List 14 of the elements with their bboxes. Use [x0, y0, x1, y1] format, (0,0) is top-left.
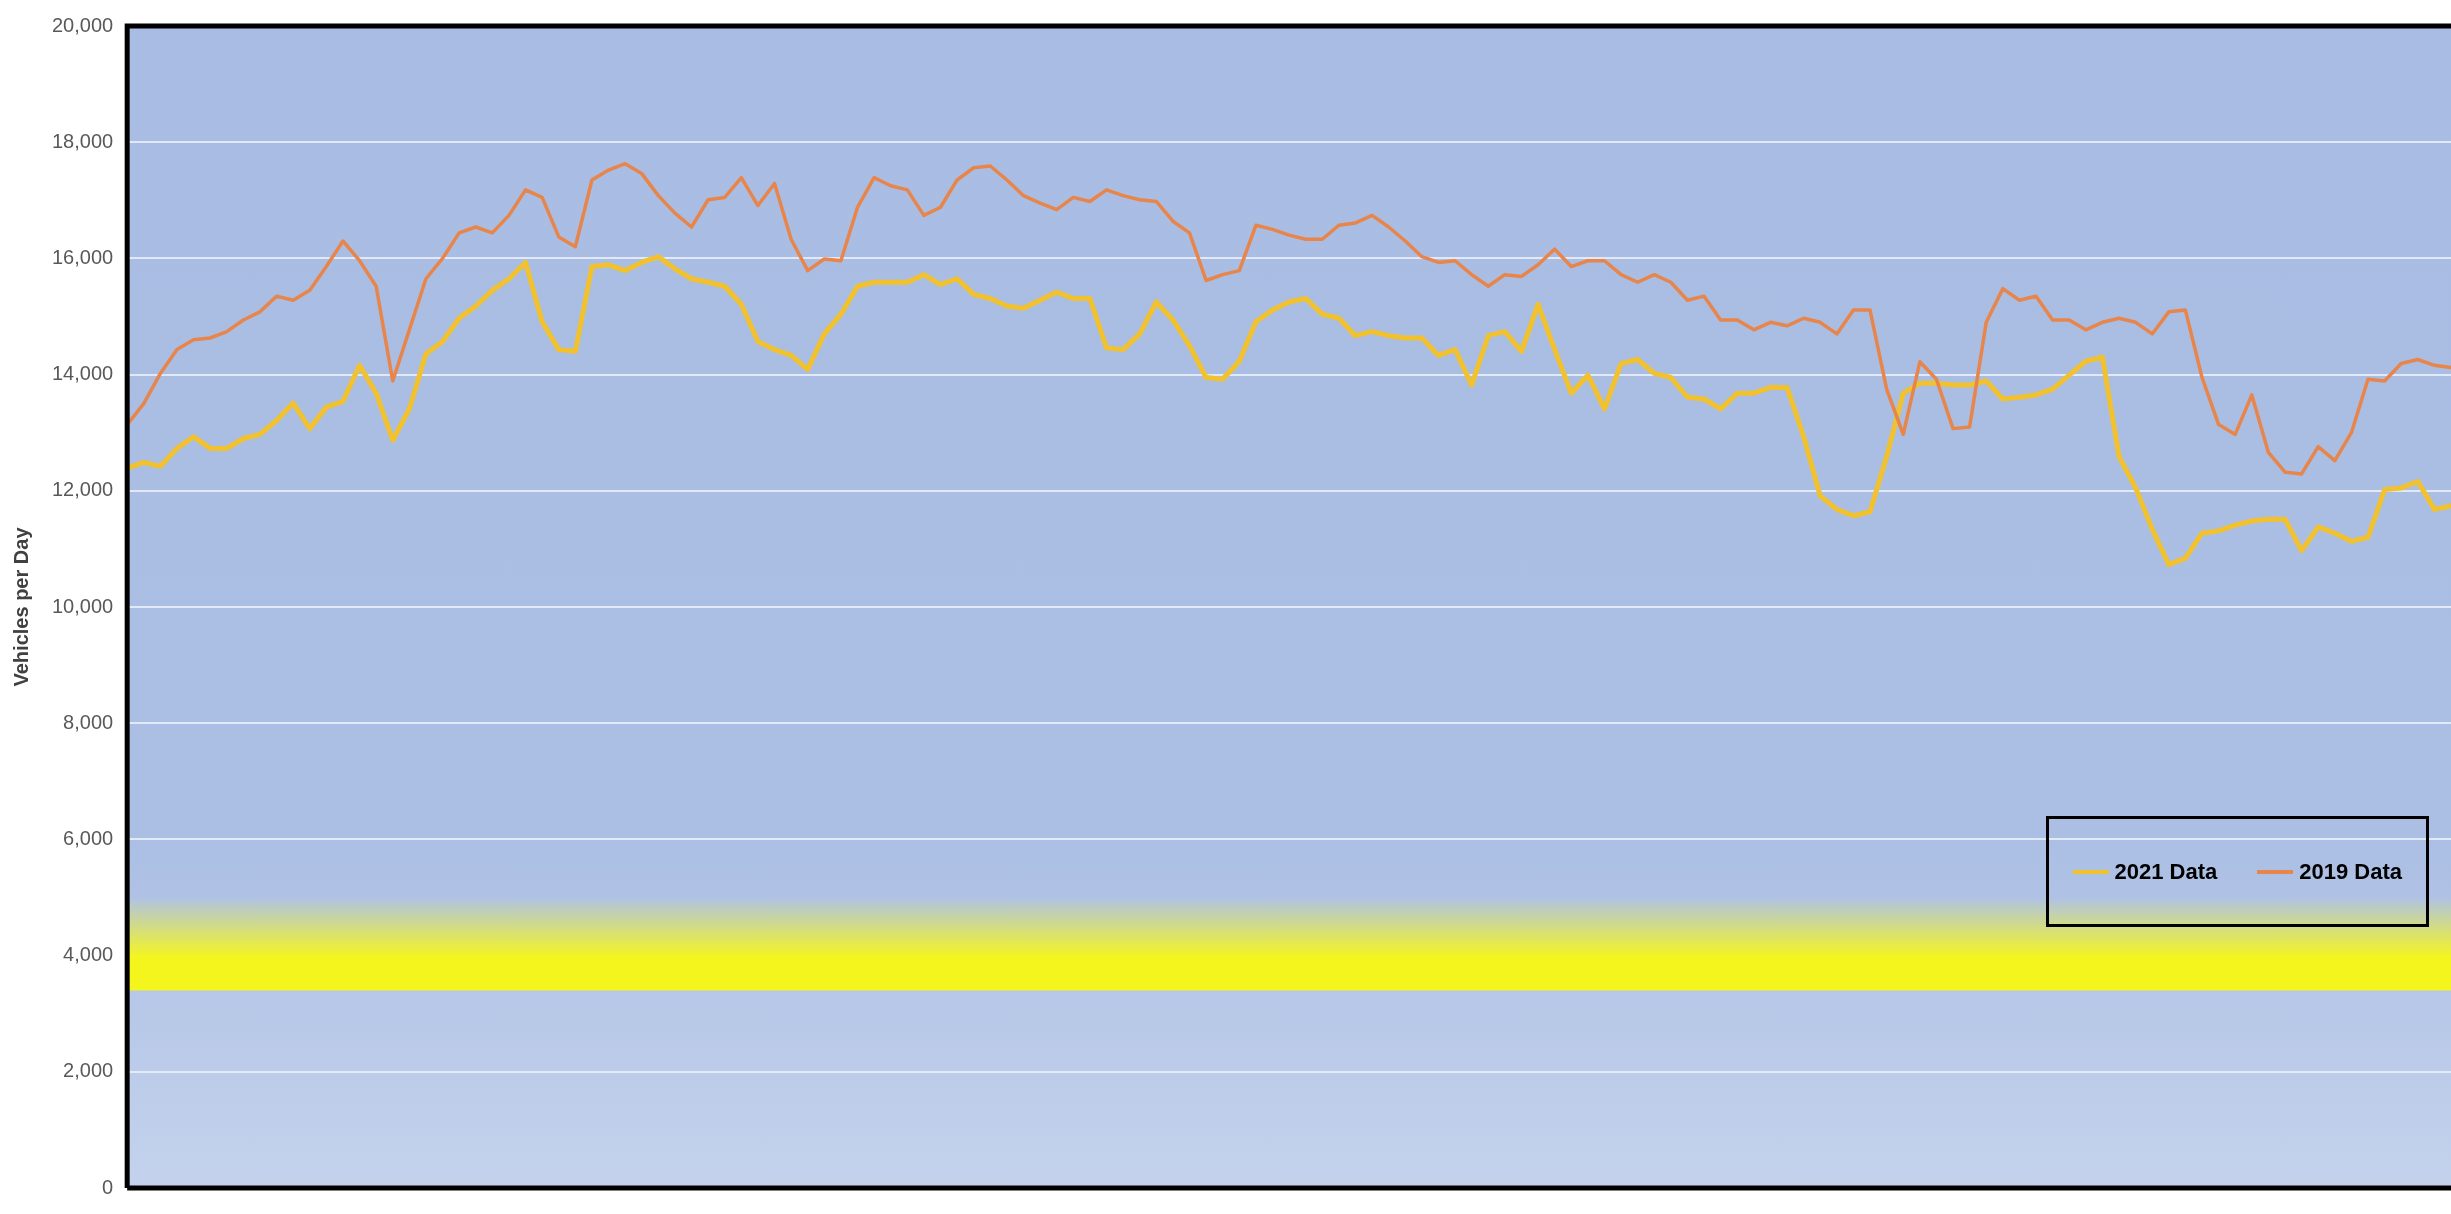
y-tick-label: 18,000 [52, 129, 114, 152]
y-tick-label: 14,000 [52, 362, 114, 385]
y-tick-label: 4,000 [63, 943, 114, 966]
legend-label: 2021 Data [2114, 858, 2218, 885]
y-tick-label: 12,000 [52, 478, 114, 501]
y-tick-label: 20,000 [52, 13, 114, 36]
legend-label: 2019 Data [2299, 858, 2402, 885]
y-tick-label: 6,000 [63, 826, 114, 849]
y-tick-label: 0 [102, 1175, 114, 1198]
y-tick-label: 8,000 [63, 710, 114, 733]
y-tick-label: 10,000 [52, 594, 114, 617]
y-tick-label: 16,000 [52, 245, 114, 268]
y-axis-title: Vehicles per Day [9, 526, 32, 687]
y-tick-label: 2,000 [63, 1059, 114, 1082]
